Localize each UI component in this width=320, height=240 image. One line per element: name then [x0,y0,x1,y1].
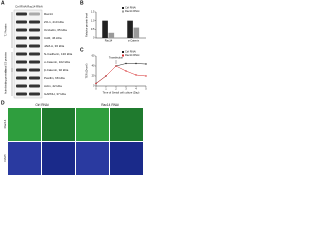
annotation: Transfection [109,56,124,60]
point [145,63,147,65]
micrograph [8,108,41,141]
blot-band [16,92,27,96]
blot-band [29,44,40,48]
blot-band [29,76,40,80]
legend-swatch [122,54,124,57]
y-axis-label: Relative protein level [85,13,89,38]
blot-band [29,20,40,24]
y-tick-label: 0.5 [91,27,95,31]
micrograph [42,108,75,141]
blot-band [16,76,27,80]
point [95,82,97,85]
blot-band [29,12,40,16]
legend-swatch [122,51,124,53]
y-tick-label: 60 [92,54,95,58]
bar [133,27,140,38]
x-tick-label: α-Catenin [128,39,140,43]
legend-label: Rac14 RNAi [125,53,140,57]
blot-row-label: GAPDH, 37 kDa [44,92,66,96]
y-tick-label: 40 [92,64,95,68]
blot-band [29,60,40,64]
blot-column-label: Ctrl RNAi [15,5,27,9]
blot-band [16,44,27,48]
x-tick-label: Rac14 [105,39,113,43]
panel-label: D [1,100,5,106]
blot-band [29,84,40,88]
blot-group-label: Actin-binding proteins [5,69,8,94]
blot-band [29,52,40,56]
point [125,62,127,65]
point [105,75,107,77]
blot-row-label: Paxillin, 68 kDa [44,76,65,80]
legend-swatch [122,7,124,9]
line [95,65,147,84]
blot-band [16,68,27,72]
point [115,65,117,67]
panel-label: C [80,47,84,53]
x-tick-label: 0 [95,87,97,91]
blot-row-label: Rac14 [44,12,53,16]
blot-band [29,92,40,96]
y-tick-label: 0 [93,84,95,88]
x-tick-label: 4 [135,87,137,91]
blot-row-label: α-Catenin, 102 kDa [44,60,70,64]
x-tick-label: 2 [115,87,117,91]
point [135,62,137,65]
blot-band [16,36,27,40]
line [95,63,147,84]
micrograph [110,142,143,175]
x-axis-label: Time of Sertoli cell culture (Day) [103,91,140,95]
blot-band [16,20,27,24]
image-row-label: Rac14 [3,119,7,128]
micrograph [42,142,75,175]
y-tick-label: 1.5 [91,10,95,14]
y-tick-label: 0 [93,36,95,40]
point [135,74,137,76]
panel-label: B [80,0,84,6]
panel-label: A [1,0,5,6]
blot-band [16,52,27,56]
micrograph [8,142,41,175]
image-column-label: Rac14 RNAi [101,103,119,107]
legend-label: Rac14 RNAi [125,9,140,13]
blot-band [29,28,40,32]
blot-group-label: Basal ES proteins [5,51,8,72]
blot-band [16,28,27,32]
blot-row-label: Occludin, 65 kDa [44,28,67,32]
point [145,75,147,77]
y-axis-label: TER (Ω•cm²) [85,63,89,78]
x-tick-label: 3 [125,87,127,91]
x-tick-label: 1 [105,87,107,91]
blot-row-label: β-Catenin, 92 kDa [44,68,69,72]
blot-band [16,84,27,88]
blot-band [29,68,40,72]
blot-row-label: JAM-A, 36 kDa [44,44,65,48]
blot-row-label: ZO-1, 210 kDa [44,20,64,24]
micrograph [76,108,109,141]
y-tick-label: 1.0 [91,18,95,22]
x-tick-label: 5 [145,87,147,91]
bar [108,32,115,38]
bar [127,20,133,38]
blot-group-label: TJ Proteins [5,23,8,36]
blot-band [16,12,27,16]
y-tick-label: 20 [92,74,95,78]
legend-swatch [122,10,124,13]
legend-label: Ctrl RNAi [125,6,136,10]
image-row-label: DAPI [3,154,7,161]
blot-column-label: Rac14 RNAi [27,5,43,9]
blot-row-label: CAR, 46 kDa [44,36,62,40]
blot-band [16,60,27,64]
blot-row-label: Actin, 42 kDa [44,84,62,88]
blot-band [29,36,40,40]
micrograph [110,108,143,141]
image-column-label: Ctrl RNAi [35,103,49,107]
legend-label: Ctrl RNAi [125,50,136,54]
point [125,70,127,72]
blot-row-label: N-Cadherin, 130 kDa [44,52,73,56]
micrograph [76,142,109,175]
bar [102,20,108,38]
